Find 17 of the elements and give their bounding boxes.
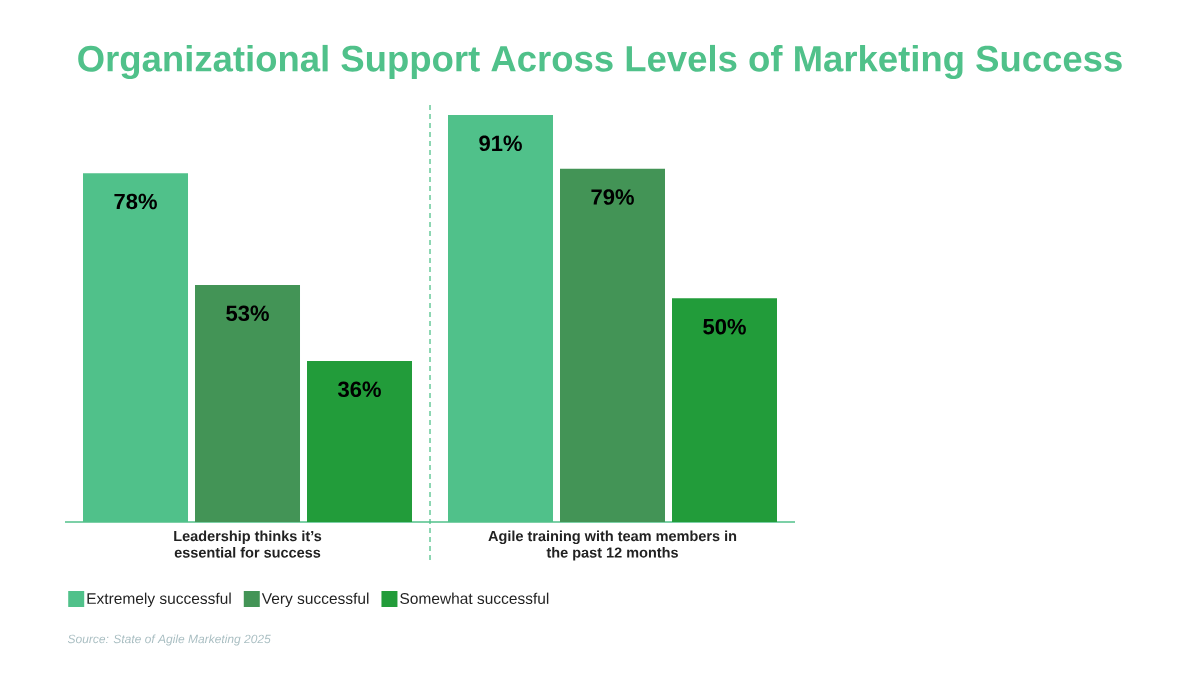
bar xyxy=(672,298,777,522)
bar xyxy=(560,168,666,522)
data-label: 53% xyxy=(226,305,269,322)
legend-label: Somewhat successful xyxy=(400,592,549,605)
bar xyxy=(195,284,301,522)
legend-label: Very successful xyxy=(261,592,369,608)
bar xyxy=(307,360,413,522)
x-tick-label: Agile training with team members in the past 12 months xyxy=(488,530,737,561)
data-label: 50% xyxy=(703,318,746,335)
data-label: 79% xyxy=(591,189,634,205)
legend-label: Extremely successful xyxy=(87,592,231,608)
x-tick-label: Leadership thinks it’s essential for success xyxy=(174,530,322,558)
source-note: Source: State of Agile Marketing 2025 xyxy=(67,634,271,646)
data-label: 36% xyxy=(337,381,381,398)
data-label: 78% xyxy=(114,193,157,210)
chart-title: Organizational Support Across Levels of Marketing Success xyxy=(78,44,1122,80)
data-label: 91% xyxy=(479,135,522,152)
